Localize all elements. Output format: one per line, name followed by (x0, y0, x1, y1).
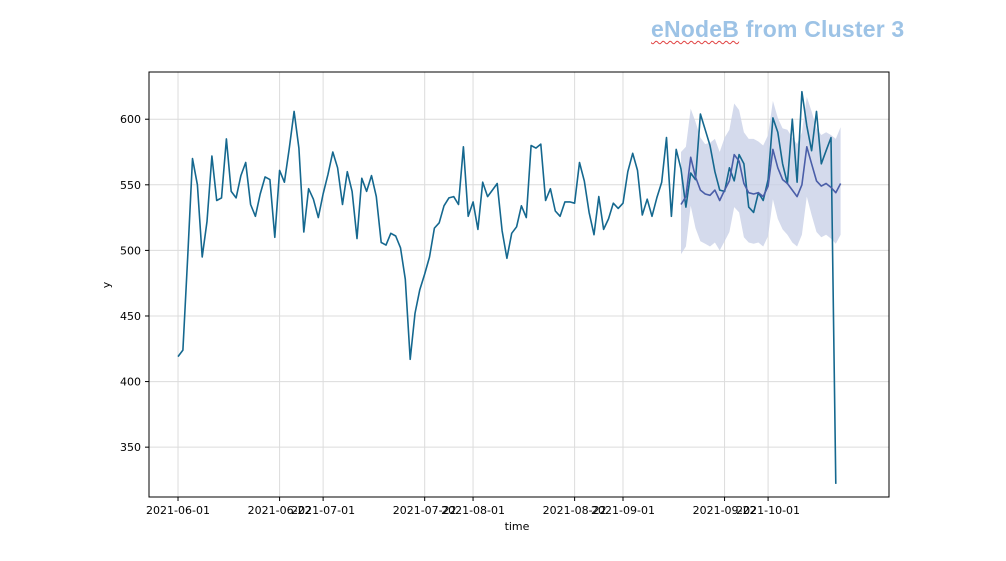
grid (149, 72, 889, 497)
heading-rest: from Cluster 3 (739, 16, 905, 42)
x-tick-label: 2021-06-01 (146, 504, 210, 517)
chart-heading: eNodeB from Cluster 3 (651, 16, 904, 43)
series-layer (177, 90, 842, 484)
x-tick-label: 2021-10-01 (736, 504, 800, 517)
x-tick-label: 2021-07-01 (291, 504, 355, 517)
y-tick-label: 400 (120, 376, 141, 389)
plot-frame (148, 71, 890, 498)
actual-series-line (177, 90, 837, 484)
heading-prefix: eNodeB (651, 16, 740, 42)
x-tick-label: 2021-08-01 (441, 504, 505, 517)
x-tick-label: 2021-08-22 (543, 504, 607, 517)
x-tick-label: 2021-09-01 (591, 504, 655, 517)
x-axis-label: time (505, 520, 530, 533)
x-tick-label: 2021-09-22 (693, 504, 757, 517)
forecast-series-line (680, 146, 842, 205)
x-tick-label: 2021-06-22 (248, 504, 312, 517)
y-tick-label: 600 (120, 113, 141, 126)
y-tick-label: 350 (120, 441, 141, 454)
y-tick-label: 450 (120, 310, 141, 323)
forecast-band-layer (681, 96, 841, 255)
x-tick-label: 2021-07-22 (393, 504, 457, 517)
forecast-uncertainty-band (681, 96, 841, 255)
y-axis-label: y (100, 281, 113, 288)
y-tick-label: 500 (120, 244, 141, 257)
y-tick-label: 550 (120, 179, 141, 192)
